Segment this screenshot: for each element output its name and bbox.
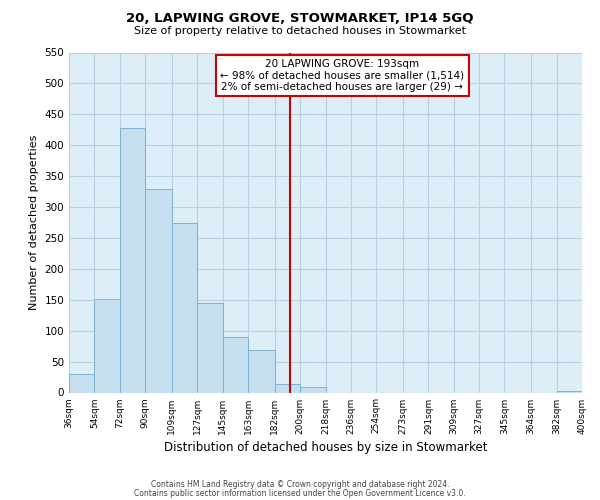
Text: Size of property relative to detached houses in Stowmarket: Size of property relative to detached ho…: [134, 26, 466, 36]
Bar: [248, 350, 275, 393]
Bar: [197, 303, 223, 392]
Bar: [145, 188, 172, 392]
Bar: [275, 384, 300, 392]
Bar: [94, 298, 120, 392]
Y-axis label: Number of detached properties: Number of detached properties: [29, 135, 39, 310]
Text: Contains HM Land Registry data © Crown copyright and database right 2024.: Contains HM Land Registry data © Crown c…: [151, 480, 449, 489]
Text: Contains public sector information licensed under the Open Government Licence v3: Contains public sector information licen…: [134, 489, 466, 498]
Text: 20 LAPWING GROVE: 193sqm
← 98% of detached houses are smaller (1,514)
2% of semi: 20 LAPWING GROVE: 193sqm ← 98% of detach…: [220, 58, 464, 92]
Text: 20, LAPWING GROVE, STOWMARKET, IP14 5GQ: 20, LAPWING GROVE, STOWMARKET, IP14 5GQ: [126, 12, 474, 24]
Bar: [69, 374, 94, 392]
Bar: [223, 337, 248, 392]
Bar: [120, 128, 145, 392]
Bar: [172, 223, 197, 392]
Bar: [300, 387, 325, 392]
X-axis label: Distribution of detached houses by size in Stowmarket: Distribution of detached houses by size …: [164, 440, 487, 454]
